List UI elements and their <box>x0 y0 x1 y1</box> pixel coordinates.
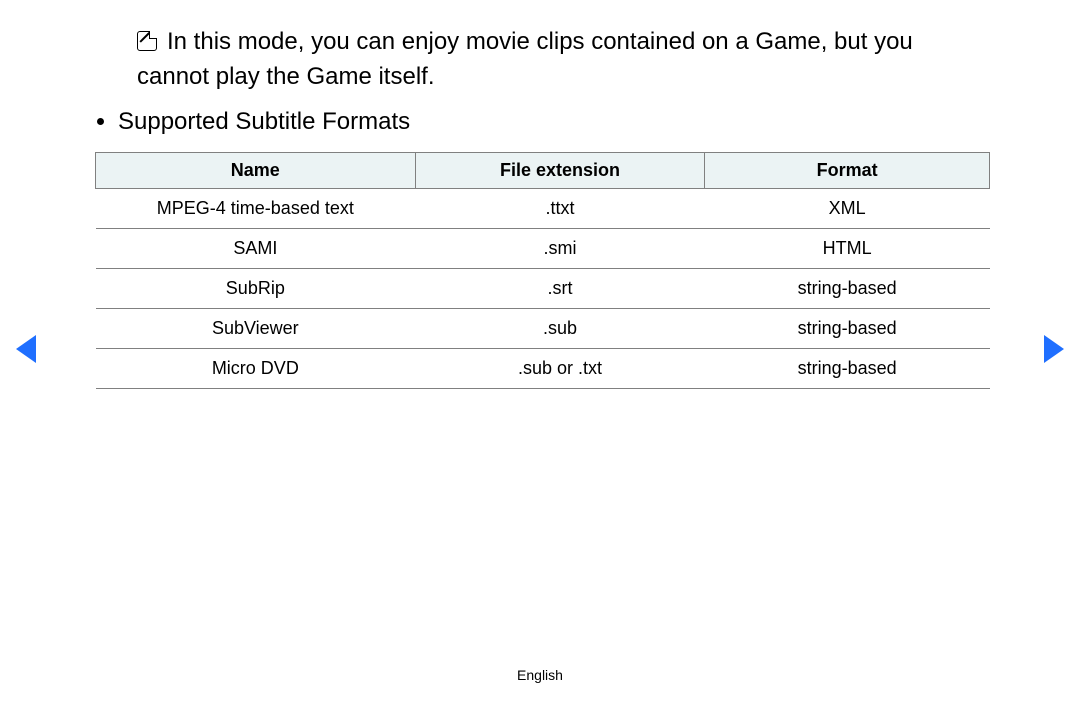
cell-fmt: string-based <box>705 269 990 309</box>
cell-ext: .sub <box>415 309 705 349</box>
th-fmt: Format <box>705 153 990 189</box>
chevron-left-icon <box>16 335 36 363</box>
chevron-right-icon <box>1044 335 1064 363</box>
note-paragraph: In this mode, you can enjoy movie clips … <box>95 25 985 95</box>
cell-name: Micro DVD <box>96 349 416 389</box>
cell-name: SubRip <box>96 269 416 309</box>
prev-page-button[interactable] <box>16 335 36 363</box>
next-page-button[interactable] <box>1044 335 1064 363</box>
table-row: SubRip .srt string-based <box>96 269 990 309</box>
cell-name: MPEG-4 time-based text <box>96 189 416 229</box>
table-row: SubViewer .sub string-based <box>96 309 990 349</box>
th-name: Name <box>96 153 416 189</box>
page-content: In this mode, you can enjoy movie clips … <box>95 25 985 389</box>
table-row: MPEG-4 time-based text .ttxt XML <box>96 189 990 229</box>
table-body: MPEG-4 time-based text .ttxt XML SAMI .s… <box>96 189 990 389</box>
note-icon <box>137 31 157 51</box>
cell-ext: .sub or .txt <box>415 349 705 389</box>
cell-name: SubViewer <box>96 309 416 349</box>
table-row: SAMI .smi HTML <box>96 229 990 269</box>
section-heading: Supported Subtitle Formats <box>118 108 410 135</box>
table-header-row: Name File extension Format <box>96 153 990 189</box>
subtitle-formats-table: Name File extension Format MPEG-4 time-b… <box>95 152 990 389</box>
cell-ext: .smi <box>415 229 705 269</box>
cell-ext: .srt <box>415 269 705 309</box>
bullet-icon <box>97 118 104 125</box>
cell-name: SAMI <box>96 229 416 269</box>
note-text: In this mode, you can enjoy movie clips … <box>137 28 913 90</box>
section-heading-line: Supported Subtitle Formats <box>95 105 985 139</box>
footer-language: English <box>0 667 1080 683</box>
cell-fmt: string-based <box>705 349 990 389</box>
cell-fmt: HTML <box>705 229 990 269</box>
cell-ext: .ttxt <box>415 189 705 229</box>
cell-fmt: XML <box>705 189 990 229</box>
th-ext: File extension <box>415 153 705 189</box>
table-row: Micro DVD .sub or .txt string-based <box>96 349 990 389</box>
cell-fmt: string-based <box>705 309 990 349</box>
